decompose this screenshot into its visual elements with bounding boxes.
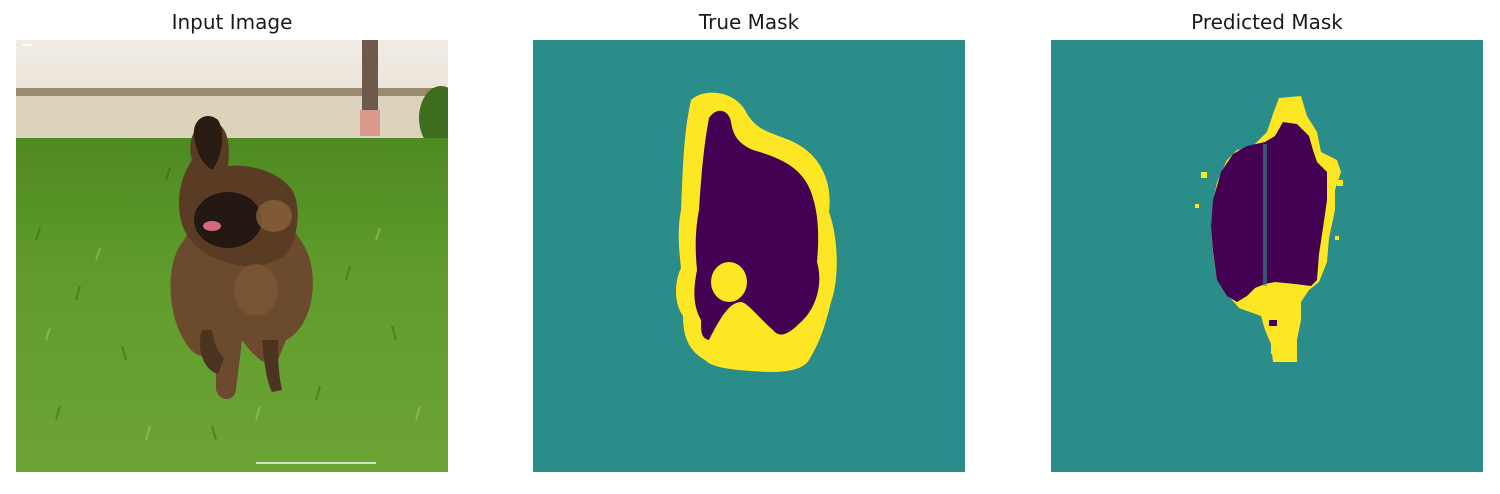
pole-base [360, 110, 380, 136]
predicted-mask-panel: Predicted Mask [1051, 0, 1483, 494]
input-image-panel: Input Image [16, 0, 448, 494]
dog [170, 115, 313, 399]
input-image-title: Input Image [171, 10, 293, 34]
true-mask-svg [533, 40, 965, 472]
wall-stripe [16, 88, 448, 96]
true-mask-image [533, 40, 965, 472]
true-mask-title: True Mask [698, 10, 800, 34]
predicted-mask-svg [1051, 40, 1483, 472]
wall-lower [16, 96, 448, 144]
predicted-mask-image [1051, 40, 1483, 472]
predicted-mask-title: Predicted Mask [1191, 10, 1343, 34]
true-mask-panel: True Mask [533, 0, 965, 494]
pole [362, 40, 378, 110]
input-photo-svg [16, 40, 448, 472]
mask-border-spot [711, 262, 747, 302]
input-image [16, 40, 448, 472]
predicted-noise [1195, 172, 1343, 354]
bush [419, 86, 448, 150]
predicted-pet-region [1211, 122, 1327, 302]
